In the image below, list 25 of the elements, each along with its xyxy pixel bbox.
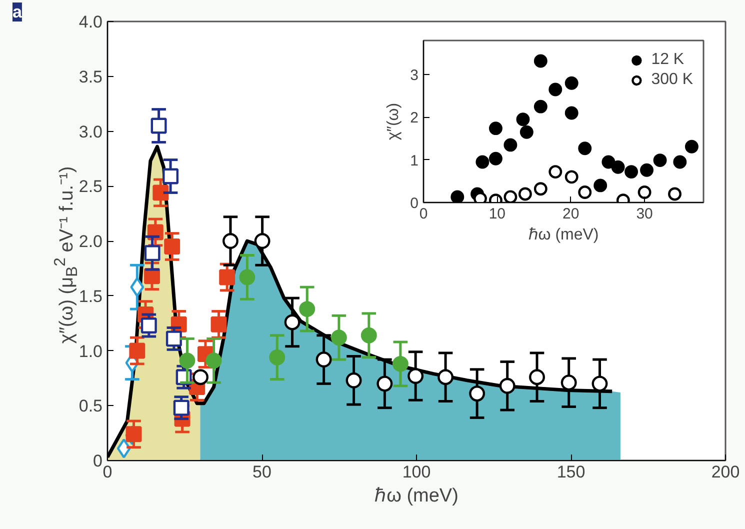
x-axis-title: ℏω (meV) — [528, 226, 599, 244]
legend-label: 300 K — [651, 71, 693, 89]
x-tick-label: 30 — [636, 206, 653, 222]
y-tick-label: 3.5 — [78, 67, 103, 86]
text: a — [12, 2, 22, 22]
x-tick-label: 200 — [711, 462, 740, 482]
x-tick-label: 50 — [252, 462, 272, 482]
legend-label: 12 K — [651, 51, 684, 69]
x-axis-title: ℏω (meV) — [374, 486, 458, 506]
y-tick-label: 2 — [410, 110, 418, 127]
y-tick-label: 3 — [410, 67, 418, 84]
y-tick-label: 2.5 — [78, 177, 103, 196]
x-tick-label: 10 — [488, 206, 506, 222]
x-tick-label: 100 — [402, 462, 431, 482]
y-tick-label: 1 — [410, 152, 418, 170]
y-axis-title: χ″(ω) — [385, 102, 402, 140]
x-tick-label: 20 — [562, 206, 580, 222]
x-tick-label: 150 — [556, 462, 586, 482]
y-tick-label: 0 — [410, 195, 418, 212]
y-tick-label: 0.5 — [78, 396, 103, 416]
y-tick-label: 1.5 — [78, 286, 103, 306]
y-tick-label: 4.0 — [78, 12, 103, 32]
y-tick-label: 3.0 — [78, 122, 103, 142]
y-tick-label: 2.0 — [78, 232, 103, 251]
y-tick-label: 1.0 — [78, 342, 103, 361]
